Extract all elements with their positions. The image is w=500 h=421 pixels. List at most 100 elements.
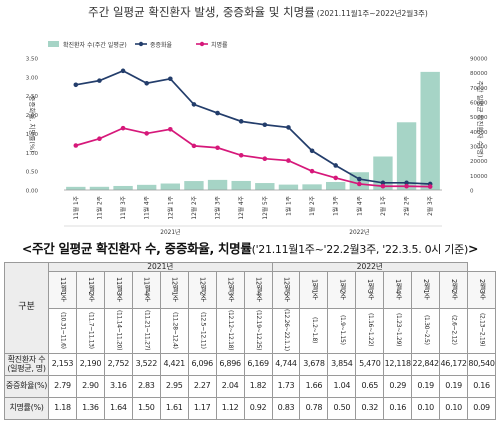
- chart-legend: 확진환자 수(주간 일평균) 중증화율 치명률: [48, 41, 228, 49]
- table-cell: 3,678: [299, 353, 329, 377]
- table-cell: 0.65: [355, 375, 385, 399]
- confirmed-bar: [231, 180, 251, 190]
- left-tick-label: 1.00: [26, 151, 39, 157]
- table-period-cell: (10.31~11.6): [48, 307, 77, 355]
- table-cell: 0.50: [327, 397, 357, 421]
- confirmed-bar: [326, 181, 346, 190]
- x-tick-label: 2월 3주: [426, 195, 434, 216]
- series-point: [333, 163, 338, 168]
- x-tick-label: 1월 1주: [284, 195, 292, 216]
- series-point: [144, 131, 149, 136]
- table-period-cell: (11.7~11.13): [75, 307, 105, 355]
- right-tick-label: 0: [470, 189, 474, 195]
- table-week-cell: 2월2주: [439, 271, 469, 309]
- table-period-cell: (1.16~1.22): [355, 307, 385, 355]
- table-cell: 0.83: [271, 397, 301, 421]
- period-label: (2.13~2.19): [478, 313, 486, 347]
- table-period-cell: (11.14~11.20): [103, 307, 133, 355]
- series-point: [333, 175, 338, 181]
- left-tick-label: 2.50: [26, 94, 39, 100]
- series-point: [73, 143, 79, 148]
- table-cell: 2,752: [103, 353, 133, 377]
- right-tick-label: 70000: [470, 86, 488, 92]
- table-cell: 6,096: [187, 353, 217, 377]
- left-tick-label: 1.50: [26, 132, 39, 138]
- series-point: [262, 156, 268, 161]
- table-cell: 0.10: [411, 397, 441, 421]
- legend-label: 중증화율: [150, 42, 173, 49]
- table-week-cell: 12월1주: [159, 271, 189, 309]
- table-period-cell: (11.21~11.27): [131, 307, 161, 355]
- combo-chart: 주간 일평균 확진환자 발생, 중증화율 및 치명률 (2021.11월1주~20…: [26, 5, 488, 236]
- table-period-cell: (12.19~12.25): [243, 307, 273, 355]
- series-line: [75, 69, 431, 185]
- period-label: (12.12~12.18): [227, 309, 235, 350]
- right-tick-label: 80000: [470, 71, 488, 77]
- period-label: (11.7~11.13): [87, 311, 95, 349]
- x-tick-label: 2월 2주: [403, 195, 411, 216]
- table-period-cell: (12.5~12.11): [187, 307, 217, 355]
- table-cell: 5,470: [355, 353, 385, 377]
- table-cell: 0.19: [411, 375, 441, 399]
- table-year-row: 구분 2021년 2022년: [4, 261, 496, 355]
- week-label: 11월4주: [142, 276, 151, 302]
- x-axis: 11월 1주 11월 2주 11월 3주 11월 4주 12월 1주 12월 2주 12월 …: [64, 189, 442, 236]
- table-cell: 1.50: [131, 397, 161, 421]
- table-cell: 0.16: [383, 397, 413, 421]
- series-point: [286, 158, 291, 163]
- table-title: <주간 일평균 확진환자 수, 중증화율, 치명률('21.11월1주~'22.…: [0, 238, 500, 257]
- x-tick-label: 1월 3주: [332, 195, 340, 216]
- table-cell: 2.79: [48, 375, 77, 399]
- period-label: (12.19~12.25): [255, 309, 263, 350]
- table-cell: 4,744: [271, 353, 301, 377]
- table-cell: 1.12: [215, 397, 245, 421]
- table-header-label: 구분: [4, 261, 49, 355]
- table-week-cell: 2월3주: [467, 271, 496, 309]
- series-point: [309, 148, 315, 154]
- week-label: 11월1주: [58, 276, 67, 302]
- period-label: (2.6~2.12): [450, 315, 458, 345]
- legend-swatch: [48, 41, 59, 47]
- right-tick-label: 20000: [470, 159, 488, 165]
- table-period-cell: (12.26~22.1.1): [271, 307, 301, 355]
- table-week-row: 11월1주 11월2주 11월3주 11월4주 12월1주 12월2주 12월3주 12월4주…: [5, 271, 496, 309]
- period-label: (10.31~11.6): [59, 311, 67, 349]
- confirmed-bar: [66, 186, 86, 190]
- year-group-label: 2022년: [349, 228, 369, 236]
- confirmed-bar: [396, 122, 417, 190]
- table-year-cell: 2021년: [48, 262, 273, 272]
- week-label: 11월2주: [86, 276, 95, 302]
- table-cell: 1.73: [271, 375, 301, 399]
- series-point: [97, 78, 102, 83]
- table-cell: 1.66: [299, 375, 329, 399]
- series-point: [238, 119, 244, 124]
- table-cell: 6,896: [215, 353, 245, 377]
- confirmed-bar: [278, 184, 299, 190]
- table-cell: 0.09: [467, 397, 496, 421]
- series-point: [73, 82, 79, 88]
- table-week-cell: 2월1주: [411, 271, 441, 309]
- line-series: [73, 68, 433, 189]
- table-cell: 1.04: [327, 375, 357, 399]
- week-label: 1월3주: [366, 278, 375, 300]
- series-point: [120, 125, 126, 131]
- legend-swatch-point: [199, 41, 205, 47]
- table-period-cell: (1.9~1.15): [327, 307, 357, 355]
- week-label: 12월5주: [282, 276, 291, 302]
- period-label: (1.2~1.8): [311, 316, 319, 343]
- table-cell: 1.17: [187, 397, 217, 421]
- x-tick-label: 12월 5주: [261, 195, 269, 219]
- table-cell: 2.27: [187, 375, 217, 399]
- legend-label: 치명률: [211, 41, 228, 49]
- table-cell: 2.04: [215, 375, 245, 399]
- period-label: (11.14~11.20): [115, 309, 123, 350]
- table-cell: 0.32: [355, 397, 385, 421]
- table-cell: 0.16: [467, 375, 496, 399]
- confirmed-bar: [302, 184, 322, 190]
- chart-title: 주간 일평균 확진환자 발생, 중증화율 및 치명률 (2021.11월1주~20…: [88, 5, 428, 19]
- period-label: (12.26~22.1.1): [283, 309, 291, 351]
- table-cell: 4,421: [159, 353, 189, 377]
- right-tick-label: 60000: [470, 101, 488, 107]
- series-point: [191, 143, 197, 149]
- right-tick-label: 50000: [470, 115, 488, 121]
